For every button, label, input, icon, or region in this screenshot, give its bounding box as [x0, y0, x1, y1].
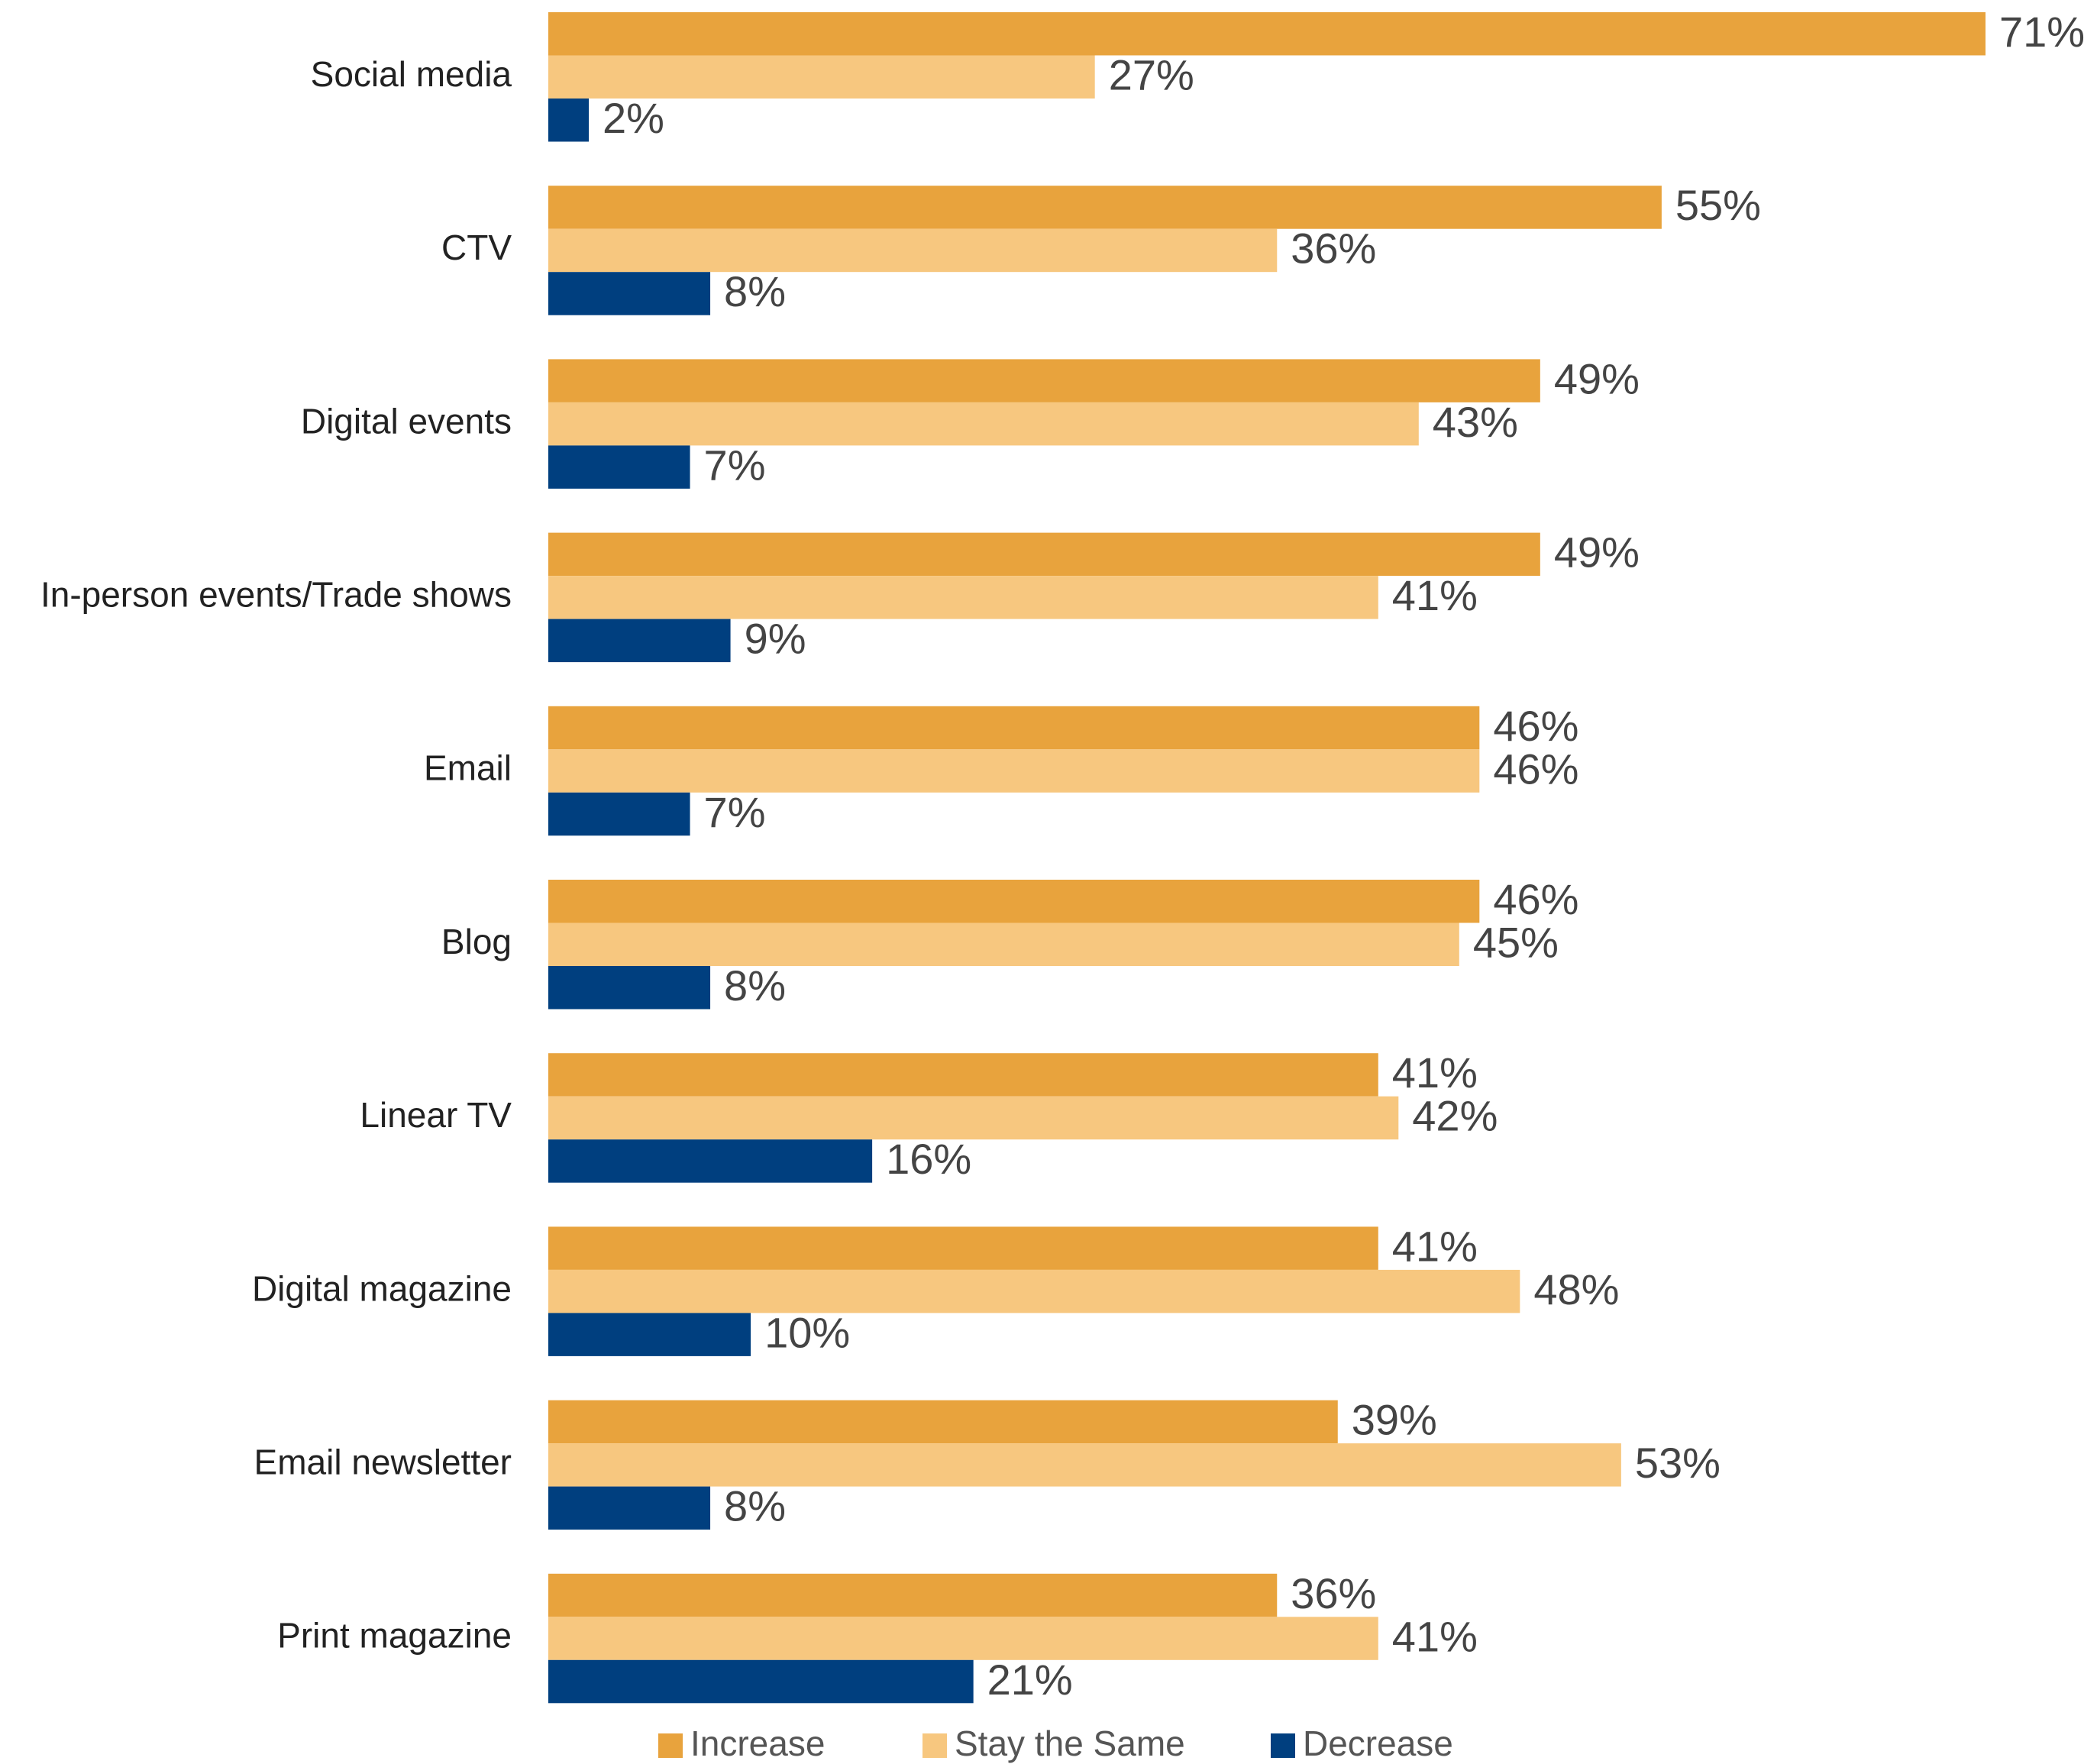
legend-label-increase[interactable]: Increase — [690, 1724, 825, 1763]
bar-digital-magazine-increase — [548, 1226, 1378, 1270]
category-label-blog: Blog — [441, 922, 512, 961]
category-label-linear-tv: Linear TV — [360, 1095, 512, 1135]
value-label-email-increase: 46% — [1493, 702, 1578, 750]
value-label-in-person-events-trade-shows-decrease: 9% — [745, 615, 806, 663]
legend-label-decrease[interactable]: Decrease — [1303, 1724, 1453, 1763]
value-label-print-magazine-increase: 36% — [1291, 1569, 1376, 1617]
bar-social-media-increase — [548, 12, 1986, 56]
bars — [548, 12, 1986, 1704]
bar-digital-events-stay-the-same — [548, 402, 1419, 446]
bar-print-magazine-stay-the-same — [548, 1617, 1378, 1660]
bar-digital-events-increase — [548, 359, 1540, 402]
value-label-digital-magazine-stay-the-same: 48% — [1533, 1265, 1619, 1313]
value-label-social-media-increase: 71% — [1999, 8, 2085, 56]
value-label-ctv-decrease: 8% — [724, 267, 786, 315]
value-label-digital-events-decrease: 7% — [704, 441, 766, 489]
value-label-in-person-events-trade-shows-stay-the-same: 41% — [1392, 571, 1478, 619]
category-labels: Social media CTV Digital events In-person e… — [40, 54, 512, 1656]
value-label-email-decrease: 7% — [704, 788, 766, 836]
bar-email-increase — [548, 706, 1480, 750]
value-label-linear-tv-stay-the-same: 42% — [1412, 1092, 1498, 1140]
category-label-email-newsletter: Email newsletter — [254, 1443, 512, 1482]
bar-linear-tv-decrease — [548, 1139, 873, 1183]
bar-email-newsletter-decrease — [548, 1486, 711, 1530]
bar-print-magazine-decrease — [548, 1659, 974, 1704]
value-label-linear-tv-increase: 41% — [1392, 1048, 1478, 1097]
legend[interactable]: Increase Stay the Same Decrease — [658, 1724, 1453, 1763]
value-label-digital-magazine-decrease: 10% — [764, 1308, 850, 1356]
value-label-email-newsletter-stay-the-same: 53% — [1635, 1439, 1721, 1487]
value-label-blog-increase: 46% — [1493, 875, 1578, 923]
bar-linear-tv-increase — [548, 1053, 1378, 1097]
bar-ctv-stay-the-same — [548, 228, 1278, 273]
value-label-email-newsletter-decrease: 8% — [724, 1482, 786, 1530]
category-label-ctv: CTV — [441, 228, 512, 267]
bar-digital-magazine-decrease — [548, 1313, 751, 1356]
bar-blog-stay-the-same — [548, 922, 1459, 966]
bar-linear-tv-stay-the-same — [548, 1096, 1399, 1140]
category-label-social-media: Social media — [311, 54, 512, 94]
category-label-digital-magazine: Digital magazine — [252, 1268, 512, 1308]
value-label-social-media-stay-the-same: 27% — [1109, 51, 1194, 99]
value-label-email-stay-the-same: 46% — [1493, 745, 1578, 793]
bar-ctv-increase — [548, 186, 1662, 229]
bar-blog-increase — [548, 880, 1480, 923]
value-label-digital-magazine-increase: 41% — [1392, 1222, 1478, 1270]
bar-in-person-events-trade-shows-decrease — [548, 619, 731, 663]
value-label-blog-decrease: 8% — [724, 961, 786, 1010]
bar-digital-magazine-stay-the-same — [548, 1269, 1520, 1313]
bar-print-magazine-increase — [548, 1573, 1278, 1617]
legend-swatch-stay-the-same[interactable] — [922, 1733, 947, 1758]
value-label-email-newsletter-increase: 39% — [1352, 1396, 1437, 1444]
bar-digital-events-decrease — [548, 445, 690, 489]
bar-email-newsletter-stay-the-same — [548, 1443, 1621, 1487]
category-label-digital-events: Digital events — [301, 401, 512, 441]
value-label-in-person-events-trade-shows-increase: 49% — [1554, 528, 1640, 577]
bar-in-person-events-trade-shows-stay-the-same — [548, 576, 1378, 619]
category-label-in-person-events-trade-shows: In-person events/Trade shows — [40, 575, 512, 615]
value-label-social-media-decrease: 2% — [603, 94, 664, 142]
value-labels: 71%27%2%55%36%8%49%43%7%49%41%9%46%46%7%… — [603, 8, 2085, 1704]
legend-swatch-decrease[interactable] — [1271, 1733, 1295, 1758]
value-label-blog-stay-the-same: 45% — [1473, 919, 1559, 967]
value-label-linear-tv-decrease: 16% — [886, 1135, 971, 1183]
value-label-ctv-increase: 55% — [1675, 181, 1761, 229]
bar-email-stay-the-same — [548, 749, 1480, 793]
bar-social-media-stay-the-same — [548, 55, 1095, 99]
value-label-ctv-stay-the-same: 36% — [1291, 225, 1376, 273]
category-label-print-magazine: Print magazine — [277, 1616, 512, 1656]
value-label-digital-events-increase: 49% — [1554, 354, 1640, 402]
value-label-print-magazine-stay-the-same: 41% — [1392, 1612, 1478, 1660]
bar-email-newsletter-increase — [548, 1400, 1338, 1444]
value-label-print-magazine-decrease: 21% — [987, 1656, 1073, 1704]
category-label-email: Email — [424, 748, 512, 788]
legend-label-stay-the-same[interactable]: Stay the Same — [955, 1724, 1185, 1763]
bar-social-media-decrease — [548, 99, 590, 142]
value-label-digital-events-stay-the-same: 43% — [1433, 398, 1518, 446]
bar-email-decrease — [548, 792, 690, 836]
bar-in-person-events-trade-shows-increase — [548, 532, 1540, 577]
bar-blog-decrease — [548, 966, 711, 1010]
legend-swatch-increase[interactable] — [658, 1733, 683, 1758]
bar-ctv-decrease — [548, 272, 711, 315]
